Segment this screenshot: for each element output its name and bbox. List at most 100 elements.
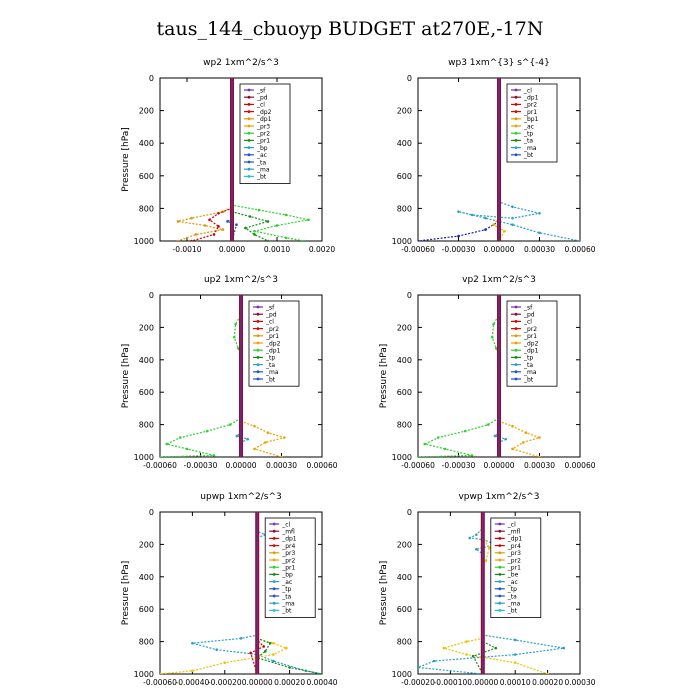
legend-marker bbox=[272, 594, 276, 598]
legend-label: _sf bbox=[523, 304, 533, 311]
x-tick-label: 0.00060 bbox=[306, 461, 337, 470]
series-point bbox=[266, 220, 270, 223]
legend-label: _pr1 bbox=[281, 565, 295, 572]
series-point bbox=[436, 436, 440, 439]
legend-marker bbox=[514, 341, 518, 345]
legend-marker bbox=[247, 110, 251, 113]
legend-marker bbox=[514, 117, 518, 121]
x-tick-label: 0.00000 bbox=[225, 461, 256, 470]
series-point bbox=[320, 672, 322, 674]
legend-marker bbox=[514, 110, 518, 113]
series-point bbox=[280, 455, 283, 457]
legend-marker bbox=[498, 551, 502, 555]
legend-marker bbox=[514, 88, 518, 92]
x-tick-label: 0.00030 bbox=[564, 678, 595, 687]
y-tick-label: 600 bbox=[139, 605, 154, 614]
series-point bbox=[266, 431, 270, 435]
series-point bbox=[264, 650, 267, 653]
legend-marker bbox=[247, 139, 251, 142]
series-point bbox=[484, 216, 487, 220]
series-line-pr2 bbox=[160, 512, 288, 674]
legend-marker bbox=[514, 363, 518, 366]
legend-marker bbox=[272, 601, 276, 605]
y-tick-label: 800 bbox=[397, 638, 412, 647]
series-point bbox=[465, 653, 468, 656]
legend-label: _pr2 bbox=[265, 326, 279, 333]
series-point bbox=[288, 666, 291, 669]
series-point bbox=[578, 239, 580, 241]
series-point bbox=[307, 218, 310, 222]
legend-label: _pd bbox=[256, 95, 268, 102]
legend-marker bbox=[247, 167, 251, 171]
series-point bbox=[190, 216, 193, 220]
series-point bbox=[264, 441, 267, 444]
panel-title: wp2 1xm^2/s^3 bbox=[203, 58, 279, 68]
legend-label: _cl bbox=[281, 521, 290, 528]
legend-label: _tp bbox=[281, 586, 291, 593]
series-point bbox=[463, 429, 467, 433]
series-point bbox=[239, 637, 243, 640]
x-tick-label: -0.0010 bbox=[173, 245, 202, 254]
legend-marker bbox=[272, 522, 276, 526]
legend-label: _pr1 bbox=[523, 333, 537, 340]
legend-marker bbox=[514, 103, 518, 106]
legend-label: _bp1 bbox=[523, 116, 539, 123]
legend-label: _tp bbox=[523, 355, 533, 362]
legend-marker bbox=[498, 594, 502, 598]
series-point bbox=[513, 638, 517, 642]
legend-label: _bt bbox=[256, 174, 267, 181]
legend-label: _bt bbox=[507, 608, 518, 615]
series-point bbox=[484, 228, 487, 231]
series-point bbox=[234, 322, 237, 326]
legend-marker bbox=[247, 88, 251, 92]
legend-marker bbox=[514, 146, 518, 150]
legend-marker bbox=[247, 146, 251, 150]
legend-marker bbox=[247, 124, 251, 128]
legend-label: _cl bbox=[256, 102, 265, 109]
legend-label: _ac bbox=[523, 123, 534, 130]
legend-label: _pr2 bbox=[256, 131, 270, 138]
series-point bbox=[185, 447, 189, 451]
x-tick-label: 0.0000 bbox=[219, 245, 245, 254]
series-point bbox=[442, 646, 446, 650]
legend-label: _pr4 bbox=[281, 543, 295, 550]
legend-marker bbox=[498, 522, 502, 526]
series-point bbox=[504, 437, 508, 441]
series-point bbox=[266, 239, 270, 241]
series-point bbox=[217, 225, 220, 228]
y-tick-label: 800 bbox=[139, 421, 154, 430]
series-point bbox=[457, 210, 460, 213]
y-tick-label: 0 bbox=[149, 508, 154, 517]
series-point bbox=[470, 454, 474, 457]
series-group bbox=[418, 78, 580, 241]
series-point bbox=[226, 220, 229, 223]
series-point bbox=[524, 431, 528, 435]
series-point bbox=[511, 223, 514, 226]
legend-marker bbox=[498, 580, 502, 583]
legend-label: _dp1 bbox=[523, 348, 539, 355]
plot-frame bbox=[159, 77, 323, 242]
series-point bbox=[194, 233, 198, 236]
x-tick-label: -0.00030 bbox=[442, 461, 476, 470]
series-point bbox=[465, 640, 468, 643]
legend-marker bbox=[514, 139, 518, 142]
series-line-pr1 bbox=[231, 78, 309, 241]
series-point bbox=[212, 233, 216, 236]
series-point bbox=[475, 533, 478, 536]
series-point bbox=[272, 641, 275, 645]
y-tick-label: 800 bbox=[139, 204, 154, 213]
panel-title: upwp 1xm^2/s^3 bbox=[200, 492, 281, 502]
legend-marker bbox=[247, 131, 251, 135]
legend-label: _dp1 bbox=[265, 348, 281, 355]
series-point bbox=[511, 447, 514, 451]
y-tick-label: 200 bbox=[397, 540, 412, 549]
x-tick-label: 0.00000 bbox=[483, 245, 514, 254]
chart-panel-3: up2 1xm^2/s^3 Pressure [hPa] 0 200 400 600 800… bbox=[121, 275, 338, 470]
y-tick-label: 200 bbox=[397, 107, 412, 116]
x-tick-label: 0.00000 bbox=[242, 678, 273, 687]
legend-label: _tp bbox=[523, 131, 533, 138]
series-group bbox=[418, 512, 566, 674]
legend-marker bbox=[272, 587, 276, 591]
x-tick-label: -0.00040 bbox=[176, 678, 210, 687]
